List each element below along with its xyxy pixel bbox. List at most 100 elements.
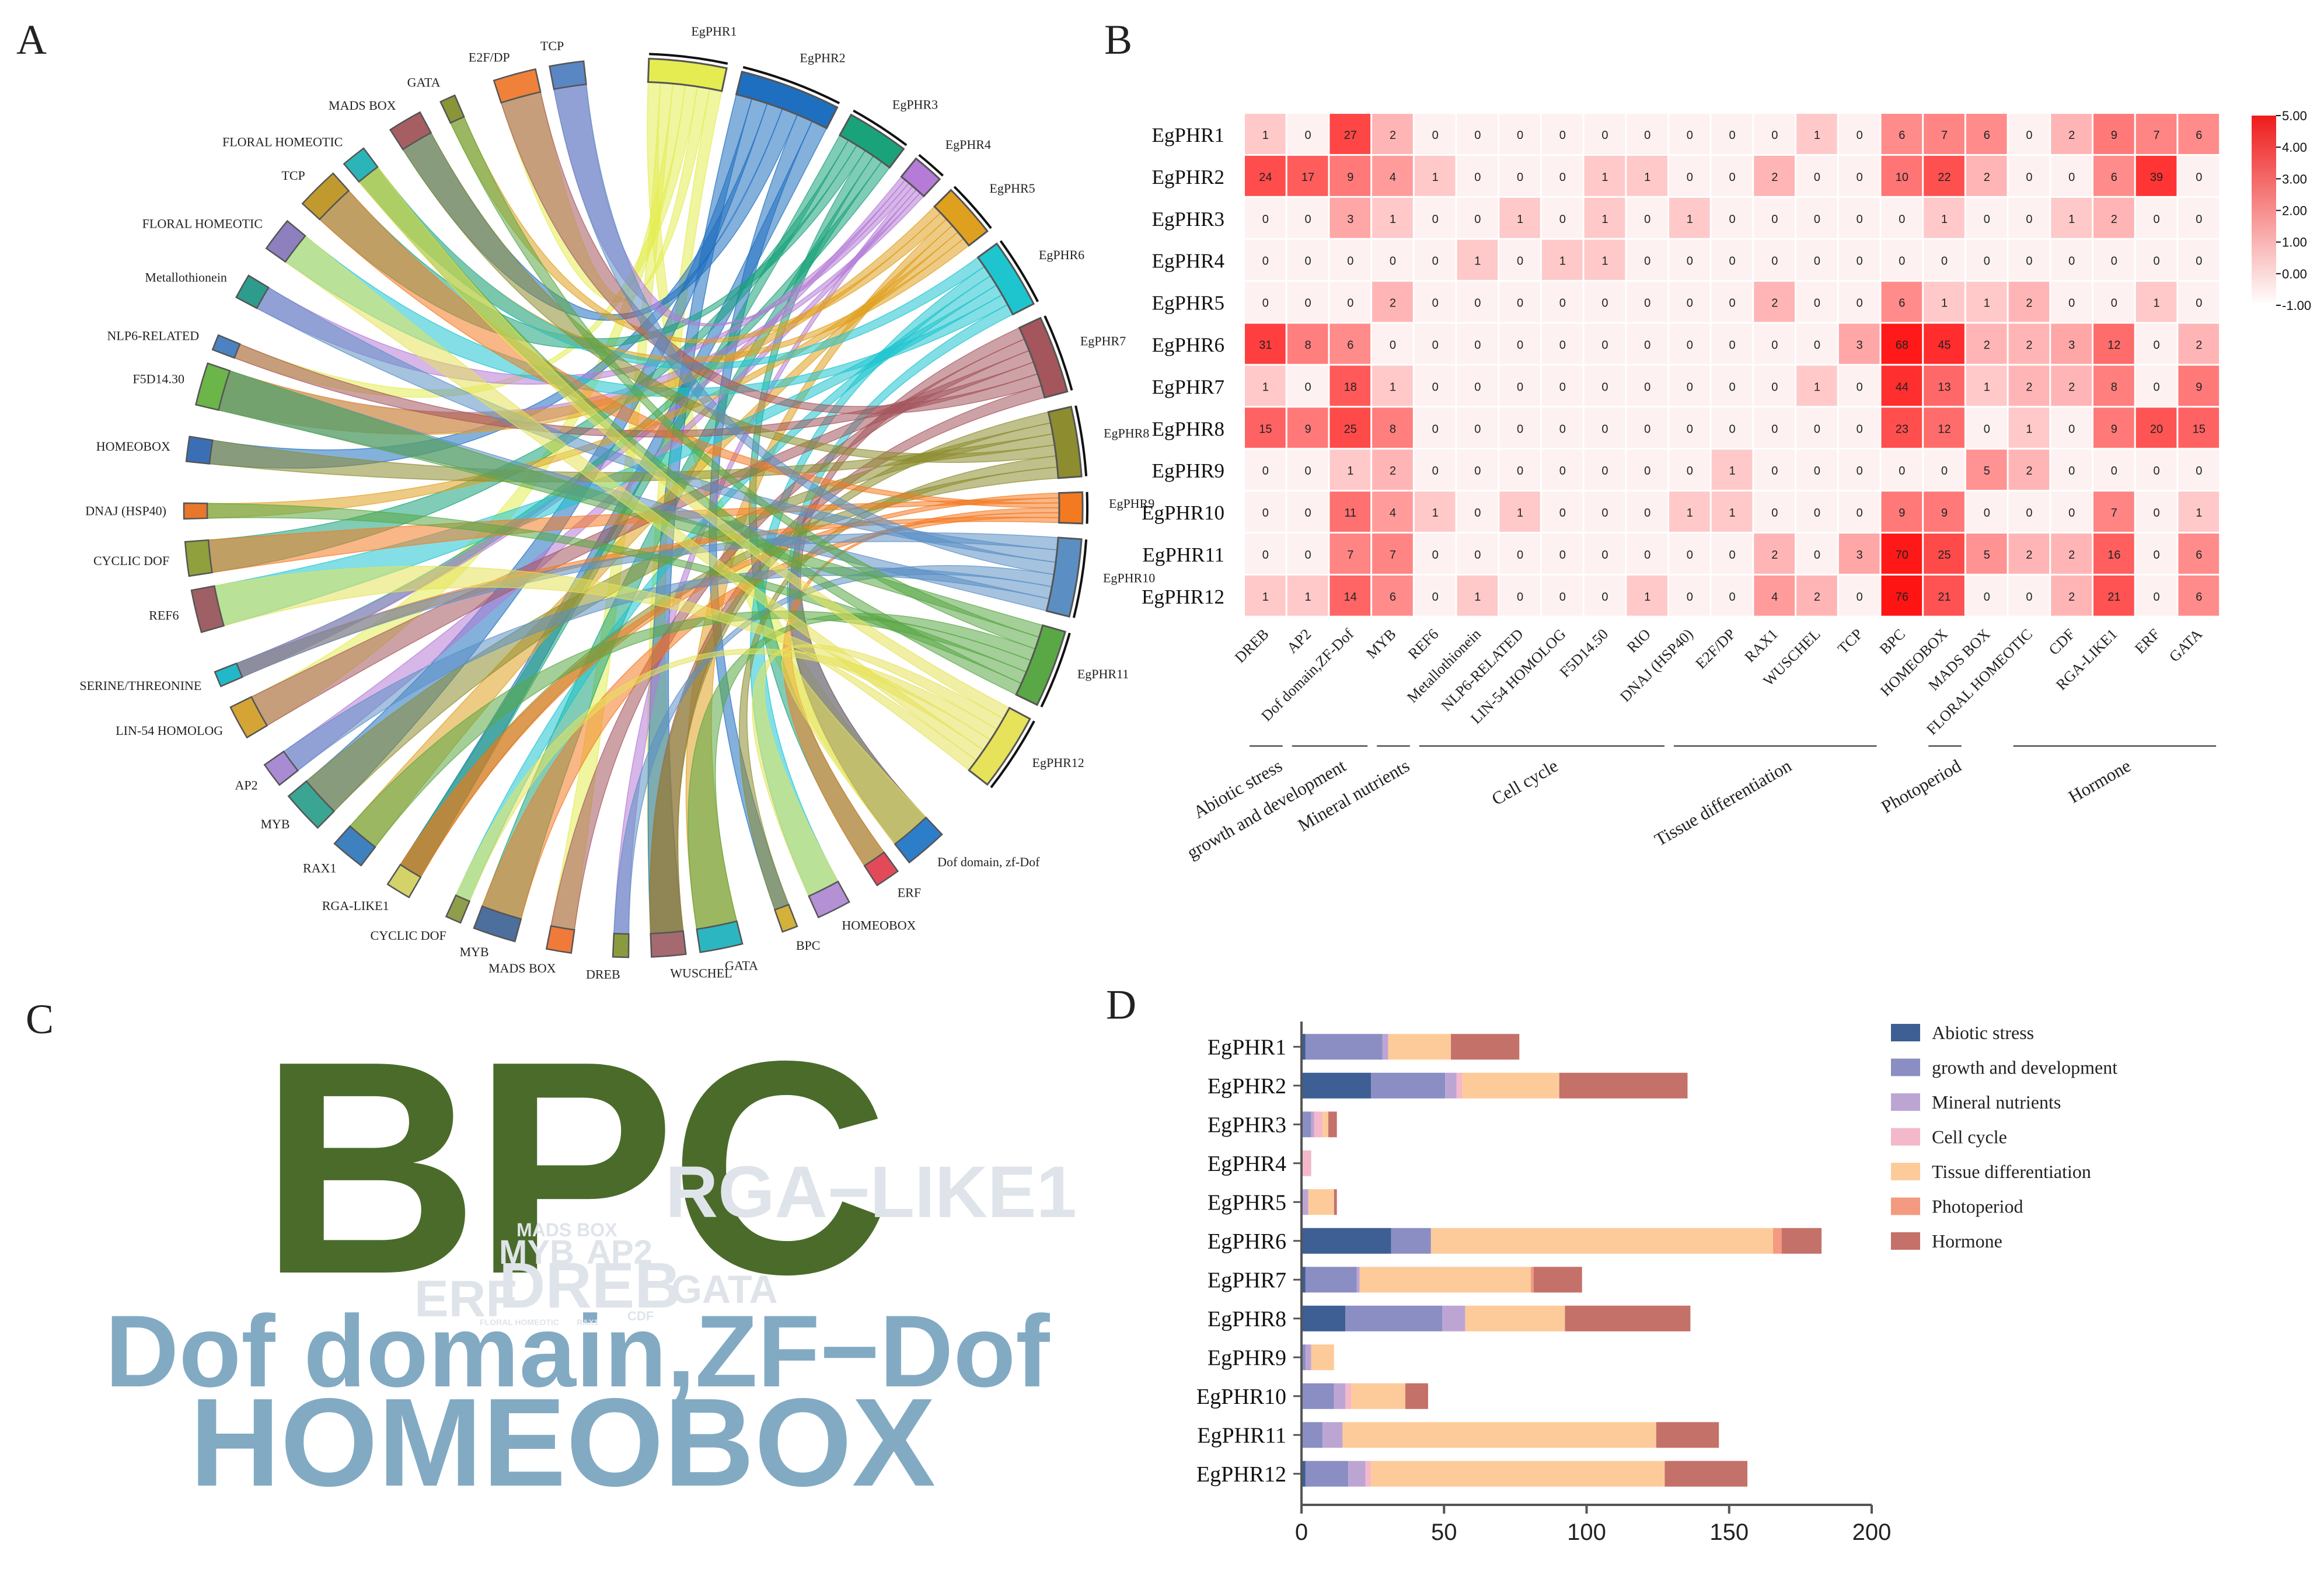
element-arc	[287, 780, 336, 829]
heatmap-cell	[1838, 323, 1880, 364]
bar-segment	[1365, 1460, 1372, 1487]
heatmap-cell-value: 0	[1559, 465, 1566, 477]
bar-segment	[1303, 1422, 1323, 1448]
bar-segment	[1342, 1422, 1656, 1448]
bar-segment	[1382, 1034, 1388, 1060]
heatmap-cell-value: 0	[1432, 297, 1439, 310]
heatmap-cell-value: 1	[1474, 255, 1481, 268]
heatmap-cell	[1584, 281, 1625, 322]
y-tick-label: EgPHR8	[1208, 1307, 1286, 1331]
heatmap-cell	[1245, 407, 1286, 448]
heatmap-cell	[1330, 575, 1371, 616]
heatmap-cell-value: 0	[1304, 255, 1311, 268]
heatmap-cell	[1711, 534, 1753, 574]
heatmap-cell-value: 2	[2026, 465, 2032, 477]
heatmap-cell	[1838, 114, 1880, 154]
y-tick-label: EgPHR11	[1197, 1423, 1286, 1448]
heatmap-cell	[2051, 365, 2092, 406]
element-arc	[211, 334, 241, 359]
legend-label: Mineral nutrients	[1932, 1092, 2061, 1113]
heatmap-cell	[1881, 197, 1922, 238]
heatmap-cell-value: 0	[1857, 507, 1863, 520]
heatmap-cell-value: 2	[2026, 297, 2032, 310]
bar-segment	[1305, 1344, 1311, 1371]
heatmap-cell	[1796, 449, 1837, 490]
heatmap-cell-value: 0	[1644, 507, 1650, 520]
heatmap-cell-value: 0	[1729, 255, 1735, 268]
heatmap-cell	[2135, 492, 2177, 532]
heatmap-cell	[1330, 534, 1371, 574]
heatmap-cell-value: 8	[2111, 381, 2117, 393]
heatmap-cell	[1881, 534, 1922, 574]
heatmap-cell	[1754, 114, 1795, 154]
heatmap-cell	[2051, 155, 2092, 196]
element-label: Dof domain, zf-Dof	[937, 855, 1040, 869]
legend-swatch	[1891, 1024, 1920, 1041]
legend-swatch	[1891, 1232, 1920, 1250]
bar-segment	[1371, 1072, 1446, 1099]
heatmap-cell	[1796, 492, 1837, 532]
heatmap-cell-value: 1	[1687, 213, 1693, 226]
heatmap-cell-value: 1	[2068, 213, 2075, 226]
panel-label-c: C	[26, 996, 54, 1043]
y-tick-label: EgPHR12	[1196, 1462, 1286, 1487]
heatmap-cell	[1287, 407, 1328, 448]
heatmap-cell-value: 1	[1814, 129, 1820, 142]
heatmap-cell	[2008, 365, 2050, 406]
heatmap-cell	[1627, 492, 1667, 532]
heatmap-cell	[2093, 575, 2134, 616]
element-arc	[696, 920, 744, 953]
element-label: GATA	[407, 75, 441, 89]
heatmap-cell	[2051, 449, 2092, 490]
heatmap-cell	[1796, 239, 1837, 280]
heatmap-cell	[1924, 197, 1964, 238]
heatmap-cell-value: 0	[1644, 297, 1650, 310]
heatmap-cell	[1541, 365, 1583, 406]
heatmap-cell	[1499, 281, 1540, 322]
legend-label: Cell cycle	[1932, 1127, 2007, 1148]
heatmap-cell	[2051, 114, 2092, 154]
heatmap-cell	[1372, 534, 1413, 574]
heatmap-cell-value: 0	[1814, 339, 1820, 351]
heatmap-cell	[1287, 239, 1328, 280]
heatmap-cell	[1711, 155, 1753, 196]
heatmap-cell	[1330, 281, 1371, 322]
gene-arc	[1045, 536, 1083, 618]
heatmap-cell	[2093, 534, 2134, 574]
heatmap-cell-value: 9	[2111, 129, 2117, 142]
heatmap-cell-value: 45	[1938, 339, 1950, 351]
heatmap-cell	[1287, 534, 1328, 574]
heatmap-cell-value: 0	[1857, 465, 1863, 477]
heatmap-cell	[2178, 239, 2220, 280]
heatmap-cell	[1499, 323, 1540, 364]
heatmap-row-label: EgPHR11	[1142, 543, 1224, 566]
heatmap-cell-value: 3	[2068, 339, 2075, 351]
heatmap-cell-value: 6	[2196, 549, 2202, 562]
heatmap-cell-value: 0	[1857, 423, 1863, 435]
heatmap-cell	[1457, 281, 1498, 322]
heatmap-cell	[1669, 323, 1710, 364]
heatmap-cell-value: 0	[1517, 465, 1523, 477]
heatmap-cell-value: 0	[1814, 423, 1820, 435]
x-tick-label: 150	[1709, 1519, 1749, 1545]
heatmap-cell	[1541, 114, 1583, 154]
element-arc	[214, 662, 243, 688]
heatmap-cell-value: 0	[1601, 465, 1608, 477]
heatmap-col-label: GATA	[2166, 625, 2206, 665]
gene-arc	[900, 157, 941, 198]
heatmap-cell	[1287, 449, 1328, 490]
heatmap-cell-value: 0	[1517, 549, 1523, 562]
heatmap-cell	[1330, 365, 1371, 406]
element-arc	[386, 863, 422, 898]
heatmap-cell-value: 0	[1729, 213, 1735, 226]
heatmap-cell	[1838, 407, 1880, 448]
heatmap-cell	[1414, 449, 1456, 490]
chord-links	[207, 81, 1060, 935]
heatmap-cell-value: 0	[1687, 423, 1693, 435]
x-tick-label: 50	[1431, 1519, 1457, 1545]
heatmap-cell-value: 0	[1984, 507, 1990, 520]
heatmap-cell-value: 0	[1814, 549, 1820, 562]
heatmap-cell	[1457, 534, 1498, 574]
heatmap-cell	[1924, 114, 1964, 154]
heatmap-cell	[1754, 239, 1795, 280]
